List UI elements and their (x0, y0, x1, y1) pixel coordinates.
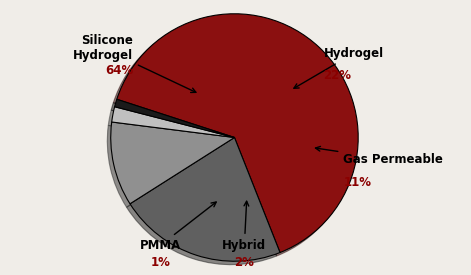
Text: 2%: 2% (235, 256, 254, 269)
Text: 22%: 22% (324, 70, 351, 82)
Text: Hybrid: Hybrid (222, 201, 267, 252)
Text: 64%: 64% (105, 65, 133, 78)
Wedge shape (111, 122, 235, 204)
Wedge shape (130, 138, 280, 261)
Text: 11%: 11% (343, 176, 371, 189)
Wedge shape (112, 107, 235, 138)
Text: 1%: 1% (150, 256, 170, 269)
Text: PMMA: PMMA (139, 202, 216, 252)
Text: Silicone
Hydrogel: Silicone Hydrogel (73, 34, 196, 92)
Text: Hydrogel: Hydrogel (294, 47, 384, 88)
Wedge shape (117, 14, 358, 252)
Text: Gas Permeable: Gas Permeable (316, 146, 443, 166)
Wedge shape (114, 99, 235, 138)
